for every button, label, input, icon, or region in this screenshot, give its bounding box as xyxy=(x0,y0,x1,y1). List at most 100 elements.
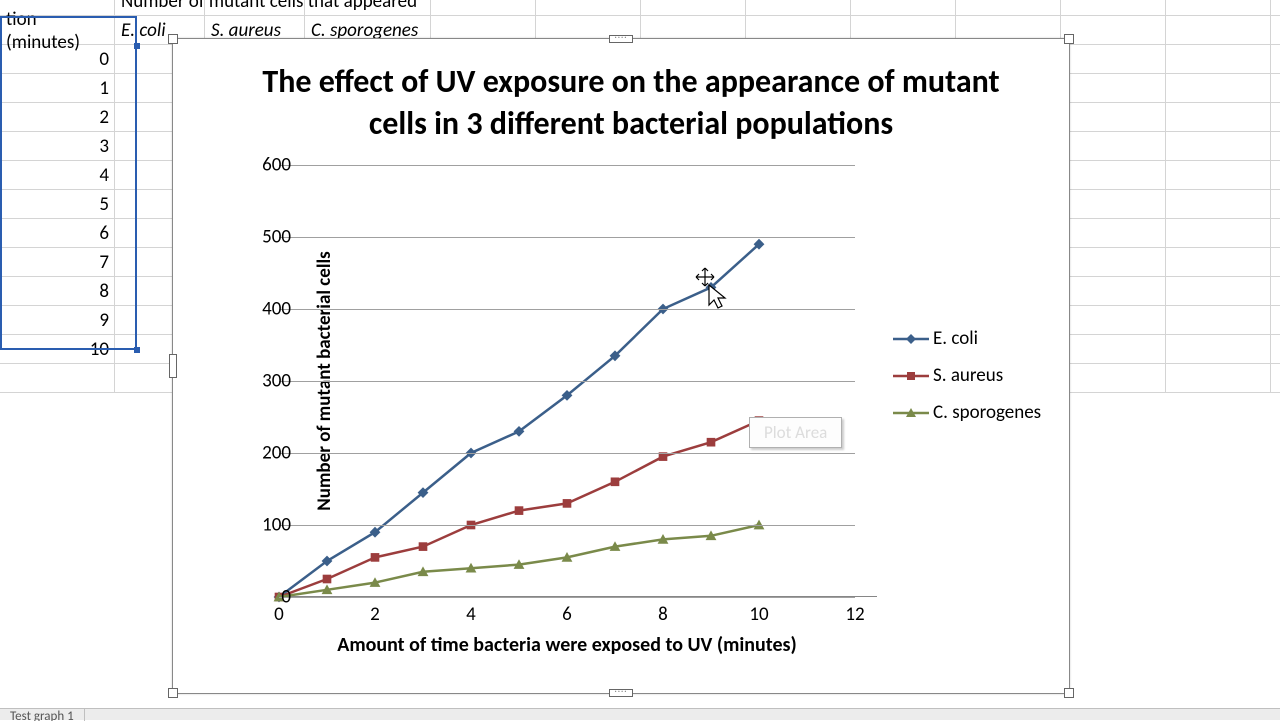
chart-handle-n[interactable]: ···· xyxy=(609,35,633,43)
cell[interactable] xyxy=(1061,0,1166,16)
sheet-tab-active[interactable]: Test graph 1 xyxy=(0,709,85,721)
cell[interactable] xyxy=(1271,161,1280,190)
x-tick-label: 12 xyxy=(845,603,864,626)
series-marker[interactable] xyxy=(323,575,332,584)
cell[interactable] xyxy=(1061,103,1166,132)
series-marker[interactable] xyxy=(563,499,572,508)
legend-swatch-icon xyxy=(893,332,929,346)
cell[interactable] xyxy=(1061,161,1166,190)
cell[interactable] xyxy=(1061,306,1166,335)
plot-area[interactable]: Number of mutant bacterial cells Amount … xyxy=(279,165,877,597)
selection-handle-bottom[interactable] xyxy=(134,347,140,353)
cell[interactable] xyxy=(1061,16,1166,45)
chart-gridline xyxy=(279,165,855,166)
selection-handle-top[interactable] xyxy=(134,43,140,49)
series-marker[interactable] xyxy=(419,542,428,551)
series-line[interactable] xyxy=(279,244,759,597)
time-value-cell[interactable]: 10 xyxy=(0,335,115,364)
cell[interactable] xyxy=(1166,45,1271,74)
cell[interactable] xyxy=(1271,45,1280,74)
y-tick-label: 300 xyxy=(241,370,291,393)
chart-legend[interactable]: E. coli S. aureus C. sporogenes xyxy=(893,327,1041,438)
cell[interactable] xyxy=(536,0,641,16)
col-a-header[interactable]: tion (minutes) xyxy=(0,16,115,45)
cell[interactable] xyxy=(1166,306,1271,335)
time-value-cell[interactable]: 4 xyxy=(0,161,115,190)
chart-handle-se[interactable] xyxy=(1064,688,1074,698)
cell[interactable] xyxy=(1061,74,1166,103)
time-value-cell[interactable]: 6 xyxy=(0,219,115,248)
cell[interactable] xyxy=(1271,364,1280,393)
legend-item[interactable]: S. aureus xyxy=(893,364,1041,387)
time-value-cell[interactable]: 0 xyxy=(0,45,115,74)
cell[interactable] xyxy=(1166,190,1271,219)
cell[interactable] xyxy=(1061,45,1166,74)
cell[interactable] xyxy=(1271,248,1280,277)
series-marker[interactable] xyxy=(371,553,380,562)
cell[interactable] xyxy=(1166,16,1271,45)
time-value-cell[interactable]: 3 xyxy=(0,132,115,161)
chart-title[interactable]: The effect of UV exposure on the appeara… xyxy=(173,61,1069,144)
cell[interactable] xyxy=(851,0,956,16)
chart-handle-nw[interactable] xyxy=(168,34,178,44)
x-axis-title[interactable]: Amount of time bacteria were exposed to … xyxy=(279,633,855,657)
cell[interactable] xyxy=(1271,132,1280,161)
time-value-cell[interactable]: 8 xyxy=(0,277,115,306)
cell[interactable] xyxy=(1061,219,1166,248)
series-marker[interactable] xyxy=(707,438,716,447)
time-value-cell[interactable]: 7 xyxy=(0,248,115,277)
cell[interactable] xyxy=(1166,219,1271,248)
x-tick-label: 8 xyxy=(658,603,668,626)
cell[interactable] xyxy=(1061,335,1166,364)
legend-item[interactable]: C. sporogenes xyxy=(893,401,1041,424)
y-tick-label: 200 xyxy=(241,442,291,465)
cell[interactable] xyxy=(1271,219,1280,248)
chart-handle-w[interactable] xyxy=(169,354,177,378)
cell[interactable] xyxy=(1166,0,1271,16)
cell[interactable] xyxy=(1061,364,1166,393)
cell[interactable] xyxy=(1166,103,1271,132)
chart-handle-s[interactable]: ···· xyxy=(609,689,633,697)
legend-item[interactable]: E. coli xyxy=(893,327,1041,350)
cell[interactable] xyxy=(1271,74,1280,103)
cell[interactable] xyxy=(1166,364,1271,393)
chart-object[interactable]: ···· ···· The effect of UV exposure on t… xyxy=(172,38,1070,694)
series-marker[interactable] xyxy=(515,506,524,515)
legend-swatch-icon xyxy=(893,406,929,420)
cell[interactable] xyxy=(1061,132,1166,161)
cell[interactable] xyxy=(956,0,1061,16)
cell[interactable] xyxy=(1061,277,1166,306)
cell[interactable] xyxy=(1166,277,1271,306)
cell[interactable] xyxy=(1271,16,1280,45)
cell[interactable] xyxy=(1271,277,1280,306)
time-value-cell[interactable]: 1 xyxy=(0,74,115,103)
cell[interactable] xyxy=(1271,103,1280,132)
cell[interactable] xyxy=(1061,248,1166,277)
cell[interactable] xyxy=(1166,132,1271,161)
y-tick-label: 500 xyxy=(241,226,291,249)
plot-area-tooltip: Plot Area xyxy=(749,417,842,448)
cell[interactable] xyxy=(641,0,746,16)
cell[interactable] xyxy=(1166,161,1271,190)
series-marker[interactable] xyxy=(611,477,620,486)
header-cell[interactable]: Number of mutant cells that appeared xyxy=(115,0,515,16)
cell[interactable] xyxy=(1166,248,1271,277)
chart-handle-sw[interactable] xyxy=(168,688,178,698)
time-value-cell[interactable]: 2 xyxy=(0,103,115,132)
time-value-cell[interactable]: 9 xyxy=(0,306,115,335)
sheet-tabs[interactable]: Test graph 1 xyxy=(0,708,1280,720)
cell[interactable] xyxy=(746,0,851,16)
chart-gridline xyxy=(279,309,855,310)
chart-gridline xyxy=(279,381,855,382)
cell[interactable] xyxy=(0,364,115,393)
cell[interactable] xyxy=(1166,74,1271,103)
cell[interactable] xyxy=(1271,0,1280,16)
cell[interactable] xyxy=(1271,190,1280,219)
cell[interactable] xyxy=(1271,306,1280,335)
chart-handle-ne[interactable] xyxy=(1064,34,1074,44)
cell[interactable] xyxy=(1271,335,1280,364)
time-value-cell[interactable]: 5 xyxy=(0,190,115,219)
cell[interactable] xyxy=(1166,335,1271,364)
legend-label: C. sporogenes xyxy=(933,401,1041,424)
cell[interactable] xyxy=(1061,190,1166,219)
